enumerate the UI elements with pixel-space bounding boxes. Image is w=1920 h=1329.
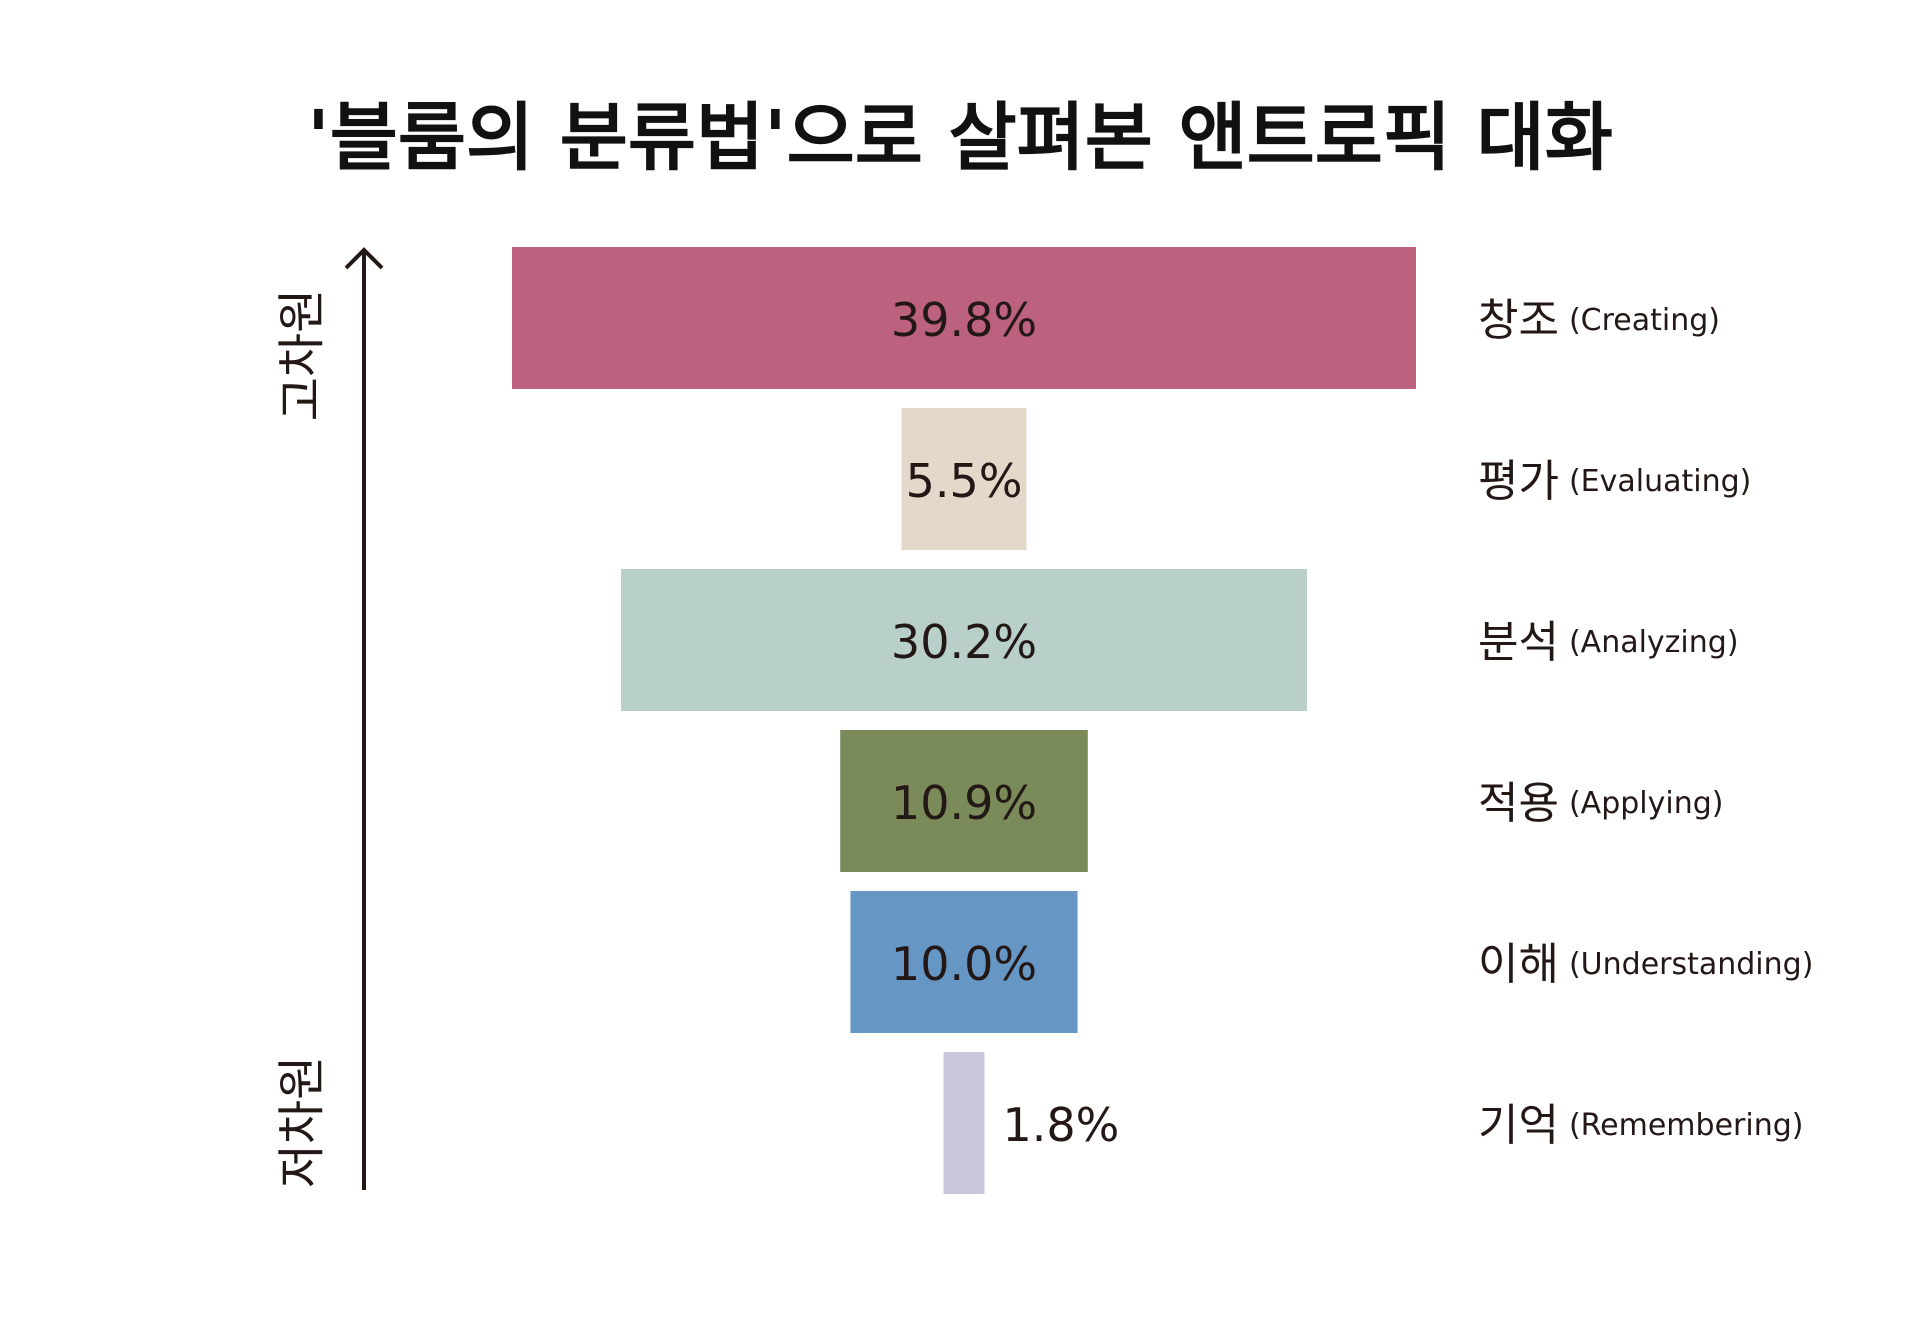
bar-2 — [621, 569, 1307, 711]
value-label-4: 10.0% — [891, 937, 1037, 991]
category-name-1: 평가 — [1478, 456, 1559, 507]
bar-4 — [850, 891, 1078, 1033]
category-english-2: (Analyzing) — [1569, 625, 1739, 660]
category-name-2: 분석 — [1478, 617, 1559, 668]
value-label-1: 5.5% — [906, 454, 1023, 508]
category-english-0: (Creating) — [1569, 303, 1720, 338]
chart-title: '블룸의 분류법'으로 살펴본 앤트로픽 대화 — [307, 95, 1613, 181]
bar-3 — [840, 730, 1088, 872]
category-label-1: 평가 (Evaluating) — [1478, 456, 1751, 507]
value-label-0: 39.8% — [891, 293, 1037, 347]
category-name-0: 창조 — [1478, 295, 1559, 346]
category-labels-group: 창조 (Creating) 평가 (Evaluating) 분석 (Analyzing) 적… — [1478, 295, 1813, 1151]
category-label-3: 적용 (Applying) — [1478, 778, 1723, 829]
bars-group — [512, 247, 1416, 1194]
category-english-1: (Evaluating) — [1569, 464, 1751, 499]
value-label-3: 10.9% — [891, 776, 1037, 830]
bar-0 — [512, 247, 1416, 389]
axis-arrow-head-icon — [344, 247, 384, 270]
category-name-3: 적용 — [1478, 778, 1559, 829]
category-name-5: 기억 — [1478, 1100, 1559, 1151]
category-label-4: 이해 (Understanding) — [1478, 939, 1813, 990]
category-english-5: (Remembering) — [1569, 1108, 1804, 1143]
value-label-5: 1.8% — [1002, 1098, 1119, 1152]
category-label-2: 분석 (Analyzing) — [1478, 617, 1739, 668]
value-labels-group: 39.8% 5.5% 30.2% 10.9% 10.0% 1.8% — [891, 293, 1119, 1152]
category-english-3: (Applying) — [1569, 786, 1724, 821]
bar-1 — [901, 408, 1027, 550]
category-english-4: (Understanding) — [1569, 947, 1813, 982]
axis-label-high: 고차원 — [274, 289, 330, 421]
category-label-5: 기억 (Remembering) — [1478, 1100, 1803, 1151]
bar-5 — [943, 1052, 985, 1194]
category-label-0: 창조 (Creating) — [1478, 295, 1720, 346]
axis-label-low: 저차원 — [274, 1056, 330, 1188]
value-label-2: 30.2% — [891, 615, 1037, 669]
category-name-4: 이해 — [1478, 939, 1559, 990]
